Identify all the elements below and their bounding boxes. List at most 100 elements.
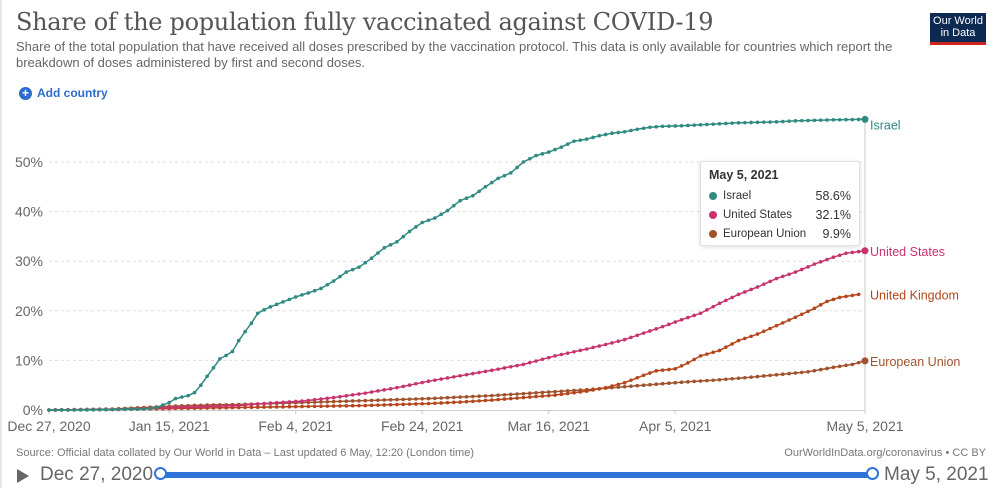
data-point [578, 138, 583, 142]
data-point [142, 407, 146, 411]
data-point [837, 364, 842, 369]
data-point [211, 404, 216, 409]
data-point [667, 381, 671, 386]
data-point [534, 359, 538, 363]
data-point [300, 399, 304, 403]
data-point [749, 120, 753, 125]
data-point [376, 398, 380, 402]
data-point [527, 360, 532, 365]
data-point [667, 124, 671, 128]
series-united-states [47, 247, 869, 412]
owid-logo[interactable]: Our World in Data [930, 13, 986, 45]
data-point [831, 255, 836, 260]
data-point [376, 251, 380, 255]
y-tick-label: 50% [15, 154, 43, 170]
data-point [793, 371, 798, 375]
data-point [597, 387, 602, 391]
data-point [622, 384, 627, 389]
data-point [502, 366, 507, 370]
data-point [502, 173, 507, 178]
data-point [540, 152, 545, 156]
data-point [458, 198, 462, 203]
y-axis-ticks: 0% 10% 20% 30% 40% 50% [15, 154, 43, 418]
data-point [426, 379, 431, 384]
data-point [730, 295, 734, 300]
data-point [711, 350, 715, 355]
data-point [300, 293, 304, 297]
data-point [401, 384, 406, 389]
data-point [527, 395, 532, 399]
data-point [161, 406, 165, 410]
data-point [116, 407, 121, 412]
data-point [837, 253, 842, 258]
data-point [515, 165, 519, 170]
data-point [565, 391, 570, 396]
data-point [787, 272, 791, 277]
data-point [312, 404, 317, 409]
data-point [439, 401, 443, 405]
data-point [761, 282, 766, 286]
tooltip-series-value: 32.1% [815, 207, 851, 222]
data-point [534, 391, 538, 395]
data-point [818, 367, 823, 372]
data-point [230, 403, 235, 408]
play-icon[interactable] [17, 469, 29, 483]
data-point [616, 382, 621, 387]
data-point [477, 189, 481, 194]
license-link[interactable]: OurWorldInData.org/coronavirus • CC BY [784, 447, 986, 459]
timeline-start-handle[interactable] [154, 467, 167, 480]
data-point [445, 400, 450, 405]
legend-dot-icon [709, 191, 717, 200]
data-point [856, 360, 861, 365]
timeline-start-label: Dec 27, 2020 [40, 464, 154, 485]
data-point [458, 395, 462, 399]
data-point [641, 126, 646, 131]
data-point [376, 389, 380, 393]
timeline-track[interactable] [160, 472, 872, 478]
data-point [856, 117, 861, 122]
x-axis-ticks: Dec 27, 2020 Jan 15, 2021 Feb 4, 2021 Feb 2… [7, 410, 904, 434]
data-point [597, 344, 602, 348]
data-point [780, 274, 785, 279]
data-point [546, 390, 551, 394]
data-point [344, 270, 349, 274]
data-point [641, 383, 646, 388]
data-point [331, 399, 336, 404]
data-point [654, 124, 659, 129]
data-point [420, 380, 425, 385]
data-point [546, 150, 551, 154]
add-country-button[interactable]: + Add country [19, 86, 108, 100]
data-point [837, 295, 842, 300]
data-point [477, 399, 481, 403]
chart-title: Share of the population fully vaccinated… [16, 8, 714, 36]
tooltip-series-value: 9.9% [822, 226, 852, 241]
data-point [369, 256, 374, 261]
data-point [572, 349, 576, 354]
data-point [224, 404, 228, 408]
data-point [439, 377, 443, 381]
data-point [812, 262, 817, 266]
data-point [382, 246, 387, 250]
data-point [629, 335, 633, 340]
data-point [426, 396, 431, 401]
data-point [508, 364, 513, 369]
data-point [243, 403, 247, 407]
data-point [736, 121, 741, 125]
data-point [414, 397, 418, 401]
series-label: European Union [870, 355, 960, 369]
data-point [584, 347, 589, 351]
timeline-end-handle[interactable] [866, 467, 879, 480]
data-point [679, 364, 684, 368]
data-point [578, 390, 583, 394]
data-point [724, 345, 728, 349]
data-point [123, 407, 127, 412]
data-point [546, 355, 551, 360]
data-point [831, 297, 836, 302]
data-point [452, 395, 456, 400]
data-point [255, 311, 260, 316]
data-point [572, 139, 576, 143]
data-point [610, 131, 614, 136]
data-point [774, 372, 779, 377]
data-point [673, 320, 678, 324]
data-point [736, 292, 741, 297]
